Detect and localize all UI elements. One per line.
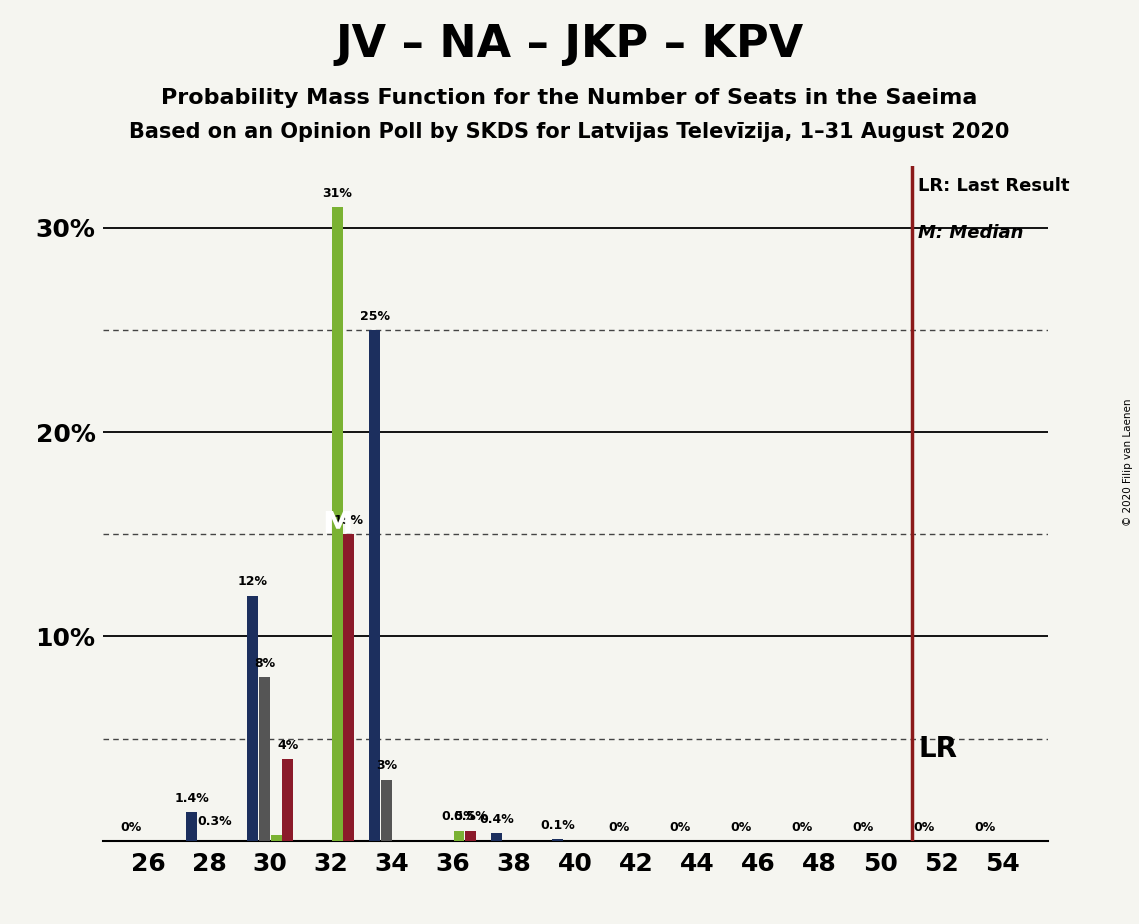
Bar [369,330,380,841]
Text: 15%: 15% [334,514,363,527]
Text: Based on an Opinion Poll by SKDS for Latvijas Televīzija, 1–31 August 2020: Based on an Opinion Poll by SKDS for Lat… [130,122,1009,142]
Text: 0%: 0% [608,821,630,833]
Text: 3%: 3% [376,760,398,772]
Text: 0%: 0% [974,821,995,833]
Text: M: Median: M: Median [918,224,1024,241]
Bar [380,780,392,841]
Bar [247,596,259,841]
Bar [465,831,476,841]
Text: M: M [322,509,352,539]
Text: 0%: 0% [730,821,752,833]
Text: 0%: 0% [913,821,934,833]
Text: 0%: 0% [121,821,141,833]
Text: 31%: 31% [322,187,352,200]
Bar [343,534,354,841]
Text: 0.5%: 0.5% [442,810,476,823]
Text: 4%: 4% [277,739,298,752]
Text: 1.4%: 1.4% [174,792,210,805]
Bar [552,839,564,841]
Text: 0.3%: 0.3% [198,815,232,828]
Text: 8%: 8% [254,657,274,670]
Bar [453,831,465,841]
Bar [491,833,502,841]
Bar [331,207,343,841]
Text: 0.1%: 0.1% [540,819,575,832]
Text: 0.5%: 0.5% [453,810,487,823]
Text: LR: Last Result: LR: Last Result [918,176,1070,195]
Bar [187,812,197,841]
Text: 0%: 0% [792,821,812,833]
Text: LR: LR [918,735,957,763]
Text: 12%: 12% [238,576,268,589]
Text: 25%: 25% [360,310,390,322]
Text: Probability Mass Function for the Number of Seats in the Saeima: Probability Mass Function for the Number… [162,88,977,108]
Text: © 2020 Filip van Laenen: © 2020 Filip van Laenen [1123,398,1133,526]
Text: 0%: 0% [852,821,874,833]
Bar [271,834,281,841]
Bar [282,760,293,841]
Text: 0.4%: 0.4% [480,812,514,825]
Text: JV – NA – JKP – KPV: JV – NA – JKP – KPV [335,23,804,67]
Text: 0%: 0% [670,821,690,833]
Bar [259,677,270,841]
